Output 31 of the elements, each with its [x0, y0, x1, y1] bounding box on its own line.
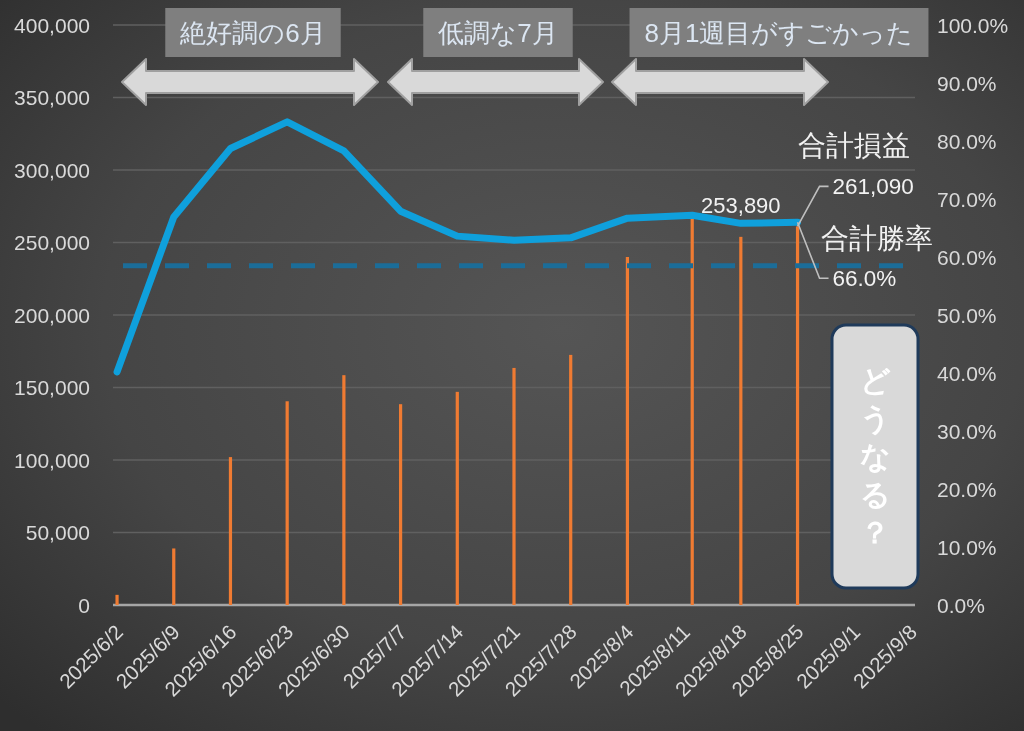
y2-tick-label: 100.0%	[937, 13, 1009, 37]
y2-tick-label: 0.0%	[937, 593, 985, 617]
data-label: 66.0%	[832, 265, 897, 291]
y2-tick-label: 70.0%	[937, 187, 997, 211]
annotation: 絶好調の6月	[165, 8, 341, 57]
y2-tick-label: 50.0%	[937, 303, 997, 327]
y2-tick-label: 80.0%	[937, 129, 997, 153]
annotation: 8月1週目がすごかった	[644, 18, 914, 48]
annotation: 低調な7月	[438, 18, 558, 48]
y-tick-label: 50,000	[25, 521, 90, 544]
y2-tick-label: 30.0%	[937, 419, 997, 443]
y2-tick-label: 90.0%	[937, 71, 997, 95]
y-tick-label: 200,000	[14, 303, 90, 327]
annotation: 低調な7月	[423, 8, 573, 57]
y2-tick-label: 60.0%	[937, 245, 997, 269]
annotation: 絶好調の6月	[179, 18, 326, 48]
data-label: 253,890	[701, 192, 781, 218]
annotation: 8月1週目がすごかった	[629, 8, 929, 57]
y-tick-label: 250,000	[14, 231, 90, 254]
y-tick-label: 350,000	[14, 86, 90, 109]
series-name: 合計損益	[798, 129, 910, 161]
data-label: 261,090	[832, 173, 914, 199]
y2-tick-label: 20.0%	[937, 477, 997, 501]
y-tick-label: 100,000	[14, 448, 90, 472]
y2-tick-label: 40.0%	[937, 361, 997, 385]
y-tick-label: 400,000	[14, 13, 90, 37]
y-tick-label: 150,000	[14, 376, 90, 399]
y2-tick-label: 10.0%	[937, 535, 997, 559]
series-name: 合計勝率	[821, 222, 933, 254]
y-tick-label: 0	[78, 593, 90, 617]
y-tick-label: 300,000	[14, 158, 90, 182]
